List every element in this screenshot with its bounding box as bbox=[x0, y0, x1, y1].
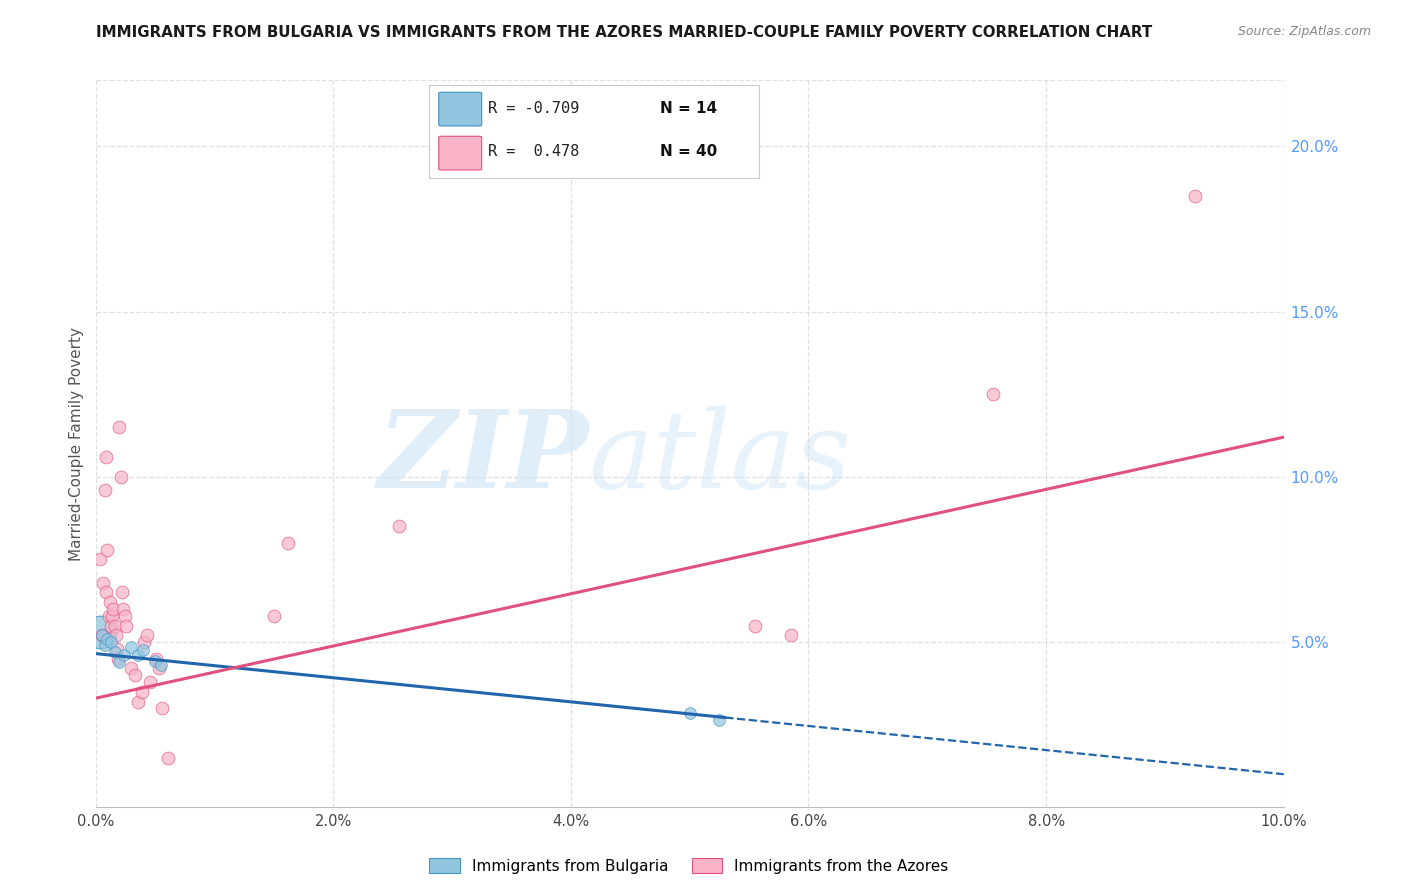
Text: N = 14: N = 14 bbox=[661, 101, 717, 116]
Legend: Immigrants from Bulgaria, Immigrants from the Azores: Immigrants from Bulgaria, Immigrants fro… bbox=[423, 852, 955, 880]
Point bbox=[90, 628, 112, 642]
Point bbox=[104, 628, 127, 642]
Text: R = -0.709: R = -0.709 bbox=[488, 101, 579, 116]
Point bbox=[89, 552, 111, 566]
FancyBboxPatch shape bbox=[439, 92, 482, 126]
Text: Source: ZipAtlas.com: Source: ZipAtlas.com bbox=[1237, 25, 1371, 38]
Point bbox=[135, 628, 157, 642]
Point bbox=[98, 595, 121, 609]
Point bbox=[89, 625, 111, 640]
Point bbox=[263, 608, 285, 623]
Point bbox=[148, 661, 170, 675]
Point bbox=[149, 658, 172, 673]
Point bbox=[139, 674, 162, 689]
Point bbox=[981, 387, 1004, 401]
Point bbox=[90, 628, 112, 642]
Point bbox=[157, 750, 180, 764]
Point bbox=[96, 450, 118, 464]
Point bbox=[104, 618, 127, 632]
Point bbox=[124, 668, 146, 682]
Point bbox=[108, 655, 131, 669]
Point bbox=[104, 645, 127, 659]
Point bbox=[277, 536, 299, 550]
Point bbox=[143, 654, 166, 668]
Point bbox=[97, 608, 120, 623]
Point bbox=[96, 542, 118, 557]
Point bbox=[94, 638, 117, 652]
Point bbox=[131, 684, 153, 698]
Point bbox=[100, 635, 122, 649]
Point bbox=[111, 585, 134, 599]
Point bbox=[110, 470, 132, 484]
FancyBboxPatch shape bbox=[439, 136, 482, 170]
Text: atlas: atlas bbox=[589, 406, 852, 511]
Point bbox=[111, 602, 134, 616]
Point bbox=[120, 640, 142, 654]
Point bbox=[127, 694, 149, 708]
Point bbox=[1184, 189, 1206, 203]
Point bbox=[744, 618, 766, 632]
Y-axis label: Married-Couple Family Poverty: Married-Couple Family Poverty bbox=[69, 326, 84, 561]
Text: IMMIGRANTS FROM BULGARIA VS IMMIGRANTS FROM THE AZORES MARRIED-COUPLE FAMILY POV: IMMIGRANTS FROM BULGARIA VS IMMIGRANTS F… bbox=[96, 25, 1152, 40]
Point bbox=[115, 618, 138, 632]
Point bbox=[112, 648, 135, 663]
Point bbox=[107, 651, 129, 665]
Text: R =  0.478: R = 0.478 bbox=[488, 145, 579, 159]
Point bbox=[93, 483, 115, 497]
Point bbox=[114, 608, 136, 623]
Point bbox=[145, 651, 167, 665]
Point bbox=[132, 643, 155, 657]
Point bbox=[100, 618, 122, 632]
Point bbox=[101, 608, 124, 623]
Point bbox=[150, 701, 173, 715]
Point bbox=[96, 632, 118, 646]
Point bbox=[779, 628, 801, 642]
Text: N = 40: N = 40 bbox=[661, 145, 717, 159]
Text: ZIP: ZIP bbox=[377, 405, 589, 511]
Point bbox=[108, 420, 131, 434]
Point bbox=[709, 713, 731, 727]
Point bbox=[105, 641, 128, 656]
Point bbox=[679, 706, 702, 720]
Point bbox=[94, 585, 117, 599]
Point bbox=[134, 635, 156, 649]
Point bbox=[120, 661, 142, 675]
Point bbox=[387, 519, 409, 533]
Point bbox=[91, 575, 114, 590]
Point bbox=[103, 602, 125, 616]
Point bbox=[127, 648, 149, 663]
